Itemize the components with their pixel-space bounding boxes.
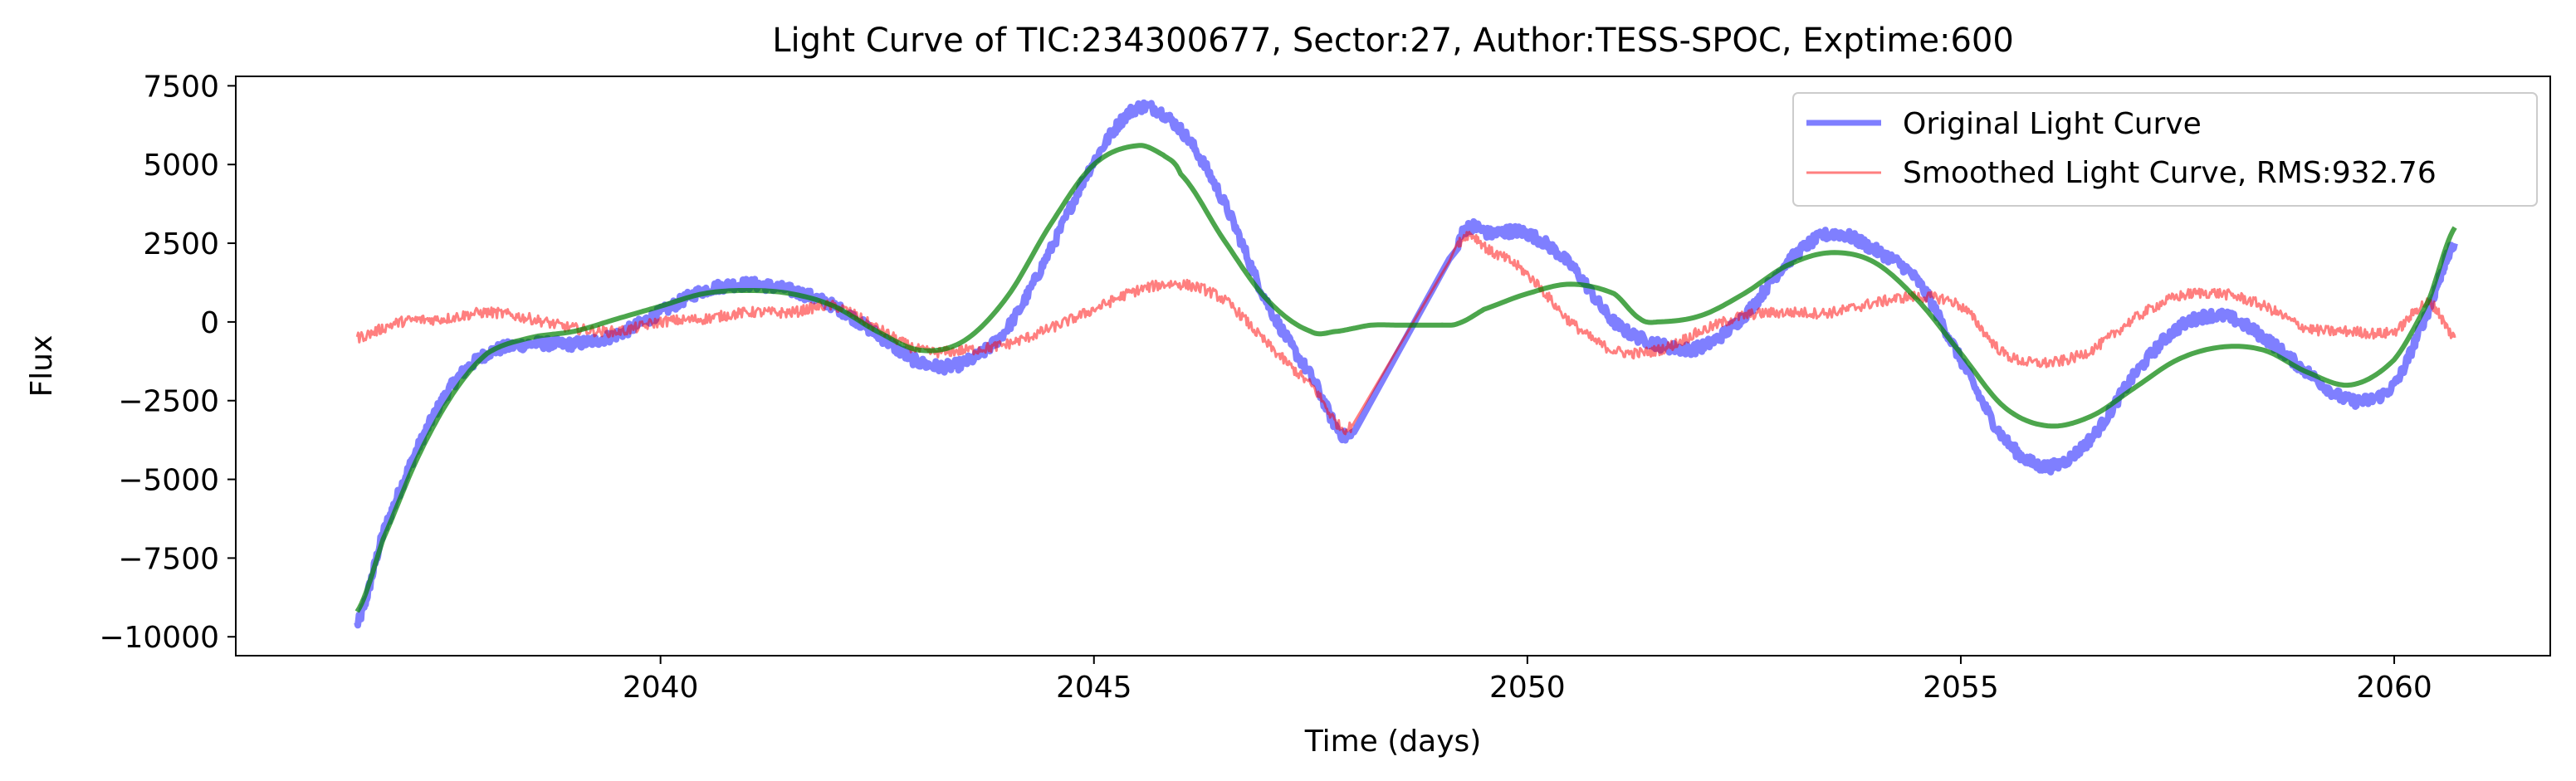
legend-label-smoothed: Smoothed Light Curve, RMS:932.76 (1903, 156, 2437, 190)
x-axis-label: Time (days) (1304, 725, 1482, 759)
x-tick-label: 2050 (1489, 671, 1566, 705)
y-tick-label: −10000 (99, 621, 219, 655)
y-axis: −10000 −7500 −5000 −2500 0 2500 5000 7500 (99, 70, 236, 655)
y-tick-label: 7500 (143, 70, 219, 104)
plot-frame (235, 76, 2551, 657)
legend-label-original: Original Light Curve (1903, 107, 2202, 141)
y-tick-label: 5000 (143, 149, 219, 183)
x-axis: 2040 2045 2050 2055 2060 (623, 656, 2432, 705)
x-tick-label: 2045 (1056, 671, 1132, 705)
y-tick-label: −2500 (118, 385, 219, 419)
plot-lines (354, 99, 2458, 629)
y-tick-label: −5000 (118, 464, 219, 498)
y-axis-label: Flux (25, 335, 59, 398)
chart-title: Light Curve of TIC:234300677, Sector:27,… (772, 22, 2014, 60)
x-tick-label: 2060 (2356, 671, 2432, 705)
y-tick-label: 0 (200, 306, 219, 340)
y-tick-label: 2500 (143, 227, 219, 261)
y-tick-label: −7500 (118, 542, 219, 576)
series-line-original (354, 99, 2458, 629)
series-line-smoothed (355, 231, 2456, 436)
legend: Original Light Curve Smoothed Light Curv… (1792, 92, 2538, 207)
legend-box (1792, 92, 2538, 207)
x-tick-label: 2040 (623, 671, 699, 705)
series-line-fit (354, 143, 2457, 613)
x-tick-label: 2055 (1923, 671, 1999, 705)
